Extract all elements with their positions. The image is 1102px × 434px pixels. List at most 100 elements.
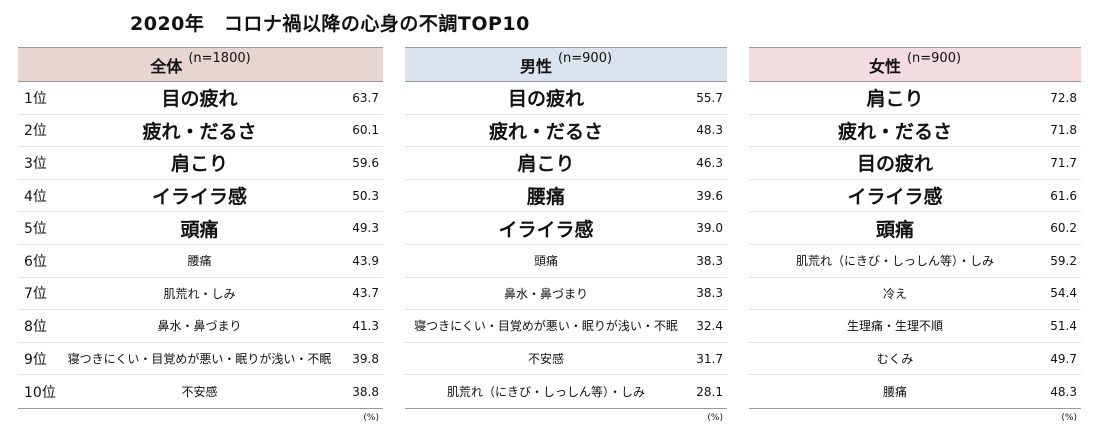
table-header: 女性 (n=900) [749, 47, 1081, 82]
table-row: 5位 頭痛 49.3 [18, 212, 383, 245]
table-row: イライラ感 61.6 [749, 180, 1081, 213]
symptom-label: 肌荒れ（にきび・しっしん等）・しみ [446, 385, 645, 400]
table-male: 男性 (n=900) 目の疲れ 55.7 疲れ・だるさ 48.3 肩こり 46.3 腰… [405, 47, 727, 427]
percent-value: 63.7 [352, 90, 379, 105]
percent-value: 49.7 [1050, 351, 1077, 366]
percent-value: 38.3 [696, 286, 723, 301]
table-header: 全体 (n=1800) [18, 47, 383, 82]
rank-label: 6位 [24, 253, 47, 270]
table-header-label: 全体 [150, 56, 183, 76]
percent-value: 28.1 [696, 384, 723, 399]
rank-label: 1位 [24, 90, 47, 107]
symptom-label: イライラ感 [498, 218, 594, 241]
rank-label: 5位 [24, 221, 47, 238]
table-row: 腰痛 48.3 [749, 375, 1081, 408]
unit-label: (%) [363, 412, 379, 423]
table-row: イライラ感 39.0 [405, 212, 727, 245]
table-header-label: 女性 [868, 56, 901, 76]
rank-label: 8位 [24, 318, 47, 335]
table-header-label: 男性 [519, 56, 552, 76]
percent-value: 38.8 [352, 384, 379, 399]
rank-label: 7位 [24, 286, 47, 303]
table-row: 腰痛 39.6 [405, 180, 727, 213]
table-row: 疲れ・だるさ 48.3 [405, 115, 727, 148]
symptom-label: 目の疲れ [856, 153, 933, 176]
symptom-label: 鼻水・鼻づまり [503, 286, 588, 301]
percent-value: 61.6 [1050, 188, 1077, 203]
unit-label: (%) [707, 412, 723, 423]
symptom-label: むくみ [876, 352, 914, 367]
symptom-label: 寝つきにくい・目覚めが悪い・眠りが浅い・不眠 [414, 319, 678, 334]
symptom-label: 腰痛 [187, 254, 212, 269]
symptom-label: 頭痛 [533, 254, 558, 269]
table-row: 頭痛 60.2 [749, 212, 1081, 245]
symptom-label: 目の疲れ [507, 88, 584, 111]
table-row: 7位 肌荒れ・しみ 43.7 [18, 278, 383, 311]
table-row: 目の疲れ 55.7 [405, 82, 727, 115]
table-row: 鼻水・鼻づまり 38.3 [405, 278, 727, 311]
percent-value: 48.3 [696, 123, 723, 138]
table-row: 頭痛 38.3 [405, 245, 727, 278]
percent-value: 71.8 [1050, 123, 1077, 138]
symptom-label: 疲れ・だるさ [488, 120, 603, 143]
table-row: 6位 腰痛 43.9 [18, 245, 383, 278]
symptom-label: 不安感 [181, 385, 218, 400]
symptom-label: 腰痛 [526, 186, 565, 209]
table-row: 4位 イライラ感 50.3 [18, 180, 383, 213]
percent-value: 31.7 [696, 351, 723, 366]
table-row: むくみ 49.7 [749, 343, 1081, 376]
symptom-label: 肩こり [170, 153, 228, 176]
percent-value: 32.4 [696, 318, 723, 333]
rank-label: 10位 [24, 384, 56, 401]
symptom-label: 疲れ・だるさ [837, 120, 952, 143]
symptom-label: 頭痛 [180, 218, 219, 241]
percent-value: 39.0 [696, 221, 723, 236]
table-row: 3位 肩こり 59.6 [18, 147, 383, 180]
table-row: 肌荒れ（にきび・しっしん等）・しみ 28.1 [405, 375, 727, 408]
table-row: 肌荒れ（にきび・しっしん等）・しみ 59.2 [749, 245, 1081, 278]
unit-label: (%) [1061, 412, 1077, 423]
percent-value: 46.3 [696, 155, 723, 170]
page-title: 2020年 コロナ禍以降の心身の不調TOP10 [130, 13, 530, 35]
symptom-label: 疲れ・だるさ [142, 120, 257, 143]
percent-value: 55.7 [696, 90, 723, 105]
table-row: 寝つきにくい・目覚めが悪い・眠りが浅い・不眠 32.4 [405, 310, 727, 343]
percent-value: 60.2 [1050, 221, 1077, 236]
table-row: 肩こり 72.8 [749, 82, 1081, 115]
symptom-label: 不安感 [527, 352, 564, 367]
symptom-label: 肌荒れ（にきび・しっしん等）・しみ [795, 254, 994, 269]
symptom-label: 頭痛 [875, 218, 914, 241]
table-overall: 全体 (n=1800) 1位 目の疲れ 63.7 2位 疲れ・だるさ 60.1 3位 肩こ… [18, 47, 383, 427]
symptom-label: 肩こり [866, 88, 924, 111]
symptom-label: 目の疲れ [161, 88, 238, 111]
table-row: 9位 寝つきにくい・目覚めが悪い・眠りが浅い・不眠 39.8 [18, 343, 383, 376]
percent-value: 48.3 [1050, 384, 1077, 399]
table-row: 疲れ・だるさ 71.8 [749, 115, 1081, 148]
percent-value: 43.9 [352, 253, 379, 268]
symptom-label: 腰痛 [882, 385, 907, 400]
table-row: 1位 目の疲れ 63.7 [18, 82, 383, 115]
percent-value: 51.4 [1050, 318, 1077, 333]
percent-value: 59.2 [1050, 253, 1077, 268]
symptom-label: 冷え [882, 286, 907, 301]
percent-value: 49.3 [352, 221, 379, 236]
percent-value: 41.3 [352, 318, 379, 333]
sample-size: (n=900) [557, 51, 613, 66]
symptom-label: イライラ感 [151, 186, 247, 209]
percent-value: 50.3 [352, 188, 379, 203]
sample-size: (n=900) [906, 51, 962, 66]
percent-value: 54.4 [1050, 286, 1077, 301]
table-row: 8位 鼻水・鼻づまり 41.3 [18, 310, 383, 343]
table-row: 2位 疲れ・だるさ 60.1 [18, 115, 383, 148]
percent-value: 60.1 [352, 123, 379, 138]
percent-value: 71.7 [1050, 155, 1077, 170]
table-header: 男性 (n=900) [405, 47, 727, 82]
symptom-label: 肩こり [517, 153, 575, 176]
percent-value: 59.6 [352, 155, 379, 170]
sample-size: (n=1800) [188, 51, 251, 66]
table-row: 肩こり 46.3 [405, 147, 727, 180]
symptom-label: イライラ感 [847, 186, 943, 209]
symptom-label: 肌荒れ・しみ [163, 286, 236, 301]
symptom-label: 鼻水・鼻づまり [157, 319, 242, 334]
rank-label: 3位 [24, 155, 47, 172]
